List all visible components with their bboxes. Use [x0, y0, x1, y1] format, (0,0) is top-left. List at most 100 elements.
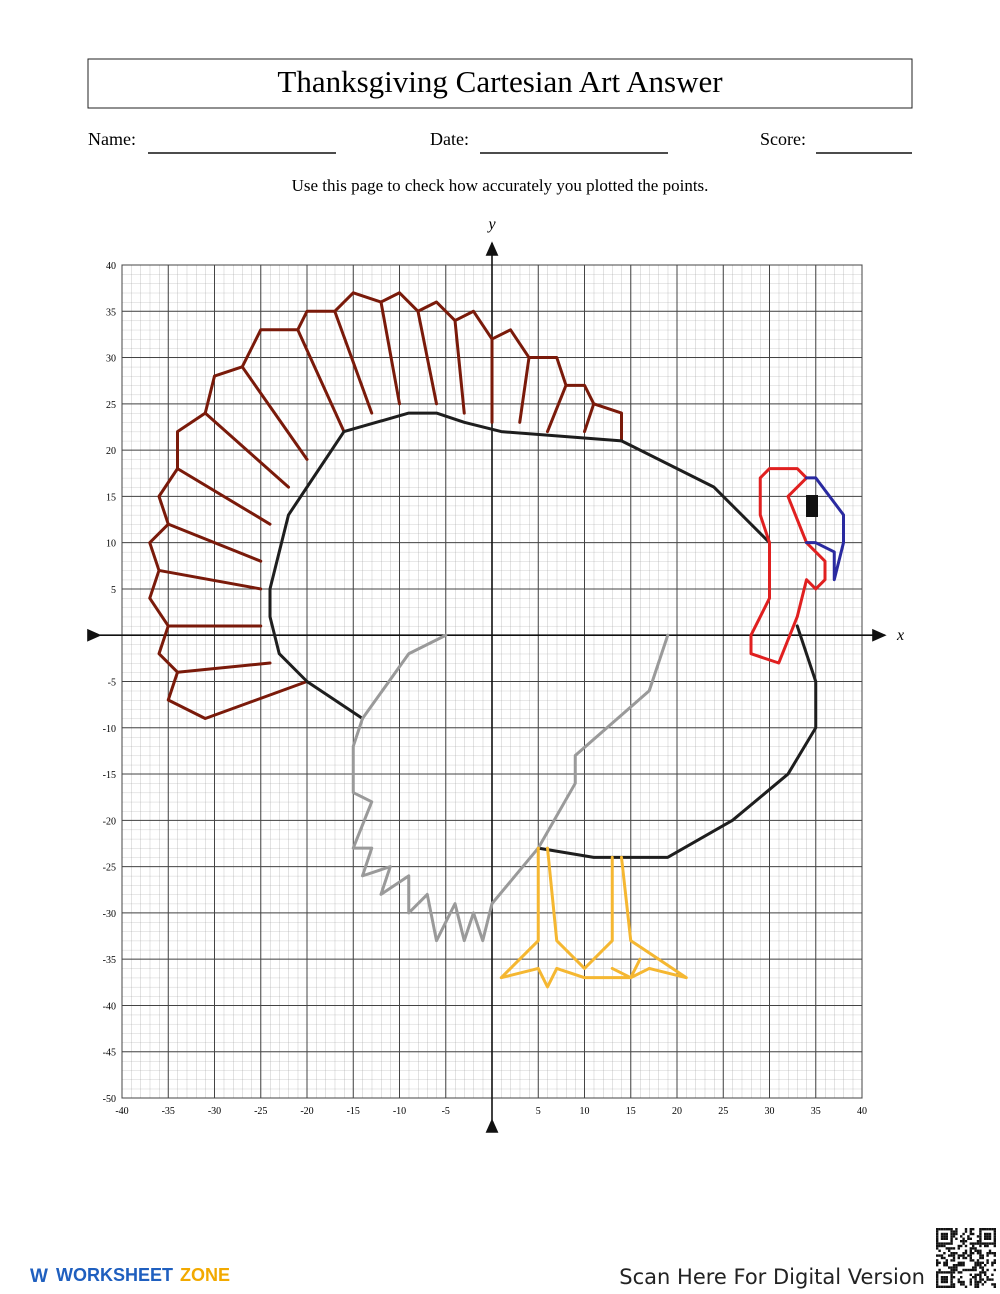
qr-cell: [936, 1261, 939, 1264]
qr-cell: [969, 1256, 972, 1260]
y-tick-label: 30: [106, 354, 116, 365]
qr-cell: [952, 1232, 956, 1236]
qr-cell: [986, 1232, 989, 1236]
qr-cell: [964, 1268, 968, 1272]
qr-cell: [950, 1276, 953, 1279]
qr-cell: [984, 1232, 987, 1236]
qr-cell: [979, 1240, 982, 1243]
qr-cell: [945, 1259, 948, 1262]
qr-cell: [988, 1252, 992, 1255]
qr-cell: [957, 1256, 960, 1260]
qr-cell: [952, 1230, 956, 1233]
qr-cell: [940, 1232, 944, 1236]
qr-cell: [984, 1242, 987, 1245]
qr-cell: [976, 1259, 980, 1262]
qr-cell: [986, 1228, 989, 1231]
qr-cell: [962, 1232, 965, 1236]
x-tick-label: -20: [300, 1106, 313, 1117]
qr-cell: [952, 1271, 956, 1274]
drawing-line: [157, 300, 596, 674]
qr-cell: [979, 1244, 982, 1248]
qr-cell: [991, 1252, 994, 1255]
qr-cell: [945, 1228, 948, 1231]
qr-cell: [967, 1254, 970, 1257]
qr-cell: [976, 1240, 980, 1243]
qr-cell: [976, 1252, 980, 1255]
qr-cell: [962, 1280, 965, 1284]
qr-cell: [974, 1285, 977, 1288]
drawing-line: [268, 411, 771, 721]
qr-cell: [972, 1242, 975, 1245]
x-tick-label: 5: [536, 1106, 541, 1117]
qr-cell: [943, 1278, 946, 1281]
y-tick-label: -45: [103, 1048, 116, 1059]
qr-cell: [943, 1228, 946, 1231]
qr-cell: [979, 1278, 982, 1281]
qr-cell: [950, 1247, 953, 1250]
qr-cell: [938, 1242, 941, 1245]
qr-cell: [945, 1261, 948, 1264]
qr-cell: [940, 1244, 944, 1248]
qr-cell: [936, 1278, 939, 1281]
qr-cell: [972, 1228, 975, 1231]
qr-cell: [955, 1252, 958, 1255]
qr-cell: [957, 1278, 960, 1281]
qr-cell: [950, 1254, 953, 1257]
qr-cell: [993, 1232, 996, 1236]
name-label: Name:: [88, 129, 136, 149]
score-label: Score:: [760, 129, 806, 149]
qr-cell: [969, 1278, 972, 1281]
y-tick-label: -15: [103, 770, 116, 781]
qr-cell: [979, 1256, 982, 1260]
qr-cell: [962, 1256, 965, 1260]
qr-cell: [943, 1285, 946, 1288]
qr-cell: [940, 1228, 944, 1231]
qr-cell: [936, 1228, 939, 1231]
qr-cell: [955, 1228, 958, 1231]
qr-cell: [993, 1254, 996, 1257]
qr-cell: [943, 1232, 946, 1236]
qr-cell: [948, 1271, 951, 1274]
qr-cell: [969, 1228, 972, 1231]
qr-cell: [936, 1240, 939, 1243]
y-tick-label: 25: [106, 400, 116, 411]
qr-cell: [936, 1276, 939, 1279]
qr-cell: [960, 1283, 963, 1286]
qr-cell: [950, 1252, 953, 1255]
qr-cell: [952, 1285, 956, 1288]
qr-cell: [986, 1235, 989, 1238]
qr-cell: [943, 1271, 946, 1274]
date-label: Date:: [430, 129, 469, 149]
y-tick-label: 35: [106, 307, 116, 318]
qr-cell: [936, 1254, 939, 1257]
qr-cell: [936, 1247, 939, 1250]
x-tick-label: 10: [580, 1106, 590, 1117]
drawing-line: [749, 467, 827, 665]
y-tick-label: 5: [111, 585, 116, 596]
qr-cell: [960, 1271, 963, 1274]
qr-cell: [991, 1278, 994, 1281]
qr-code: [936, 1228, 996, 1288]
y-tick-label: -10: [103, 724, 116, 735]
qr-cell: [940, 1271, 944, 1274]
qr-cell: [938, 1271, 941, 1274]
qr-cell: [938, 1228, 941, 1231]
qr-cell: [993, 1237, 996, 1240]
qr-cell: [969, 1273, 972, 1276]
qr-cell: [945, 1285, 948, 1288]
qr-cell: [974, 1268, 977, 1272]
qr-cell: [974, 1266, 977, 1269]
qr-cell: [988, 1242, 992, 1245]
qr-cell: [936, 1264, 939, 1267]
qr-cell: [952, 1283, 956, 1286]
qr-cell: [986, 1259, 989, 1262]
drawing-line: [148, 291, 623, 721]
qr-cell: [964, 1285, 968, 1288]
qr-cell: [964, 1249, 968, 1252]
qr-cell: [960, 1244, 963, 1248]
qr-cell: [957, 1244, 960, 1248]
qr-cell: [979, 1232, 982, 1236]
qr-cell: [964, 1252, 968, 1255]
qr-cell: [950, 1242, 953, 1245]
qr-cell: [979, 1235, 982, 1238]
